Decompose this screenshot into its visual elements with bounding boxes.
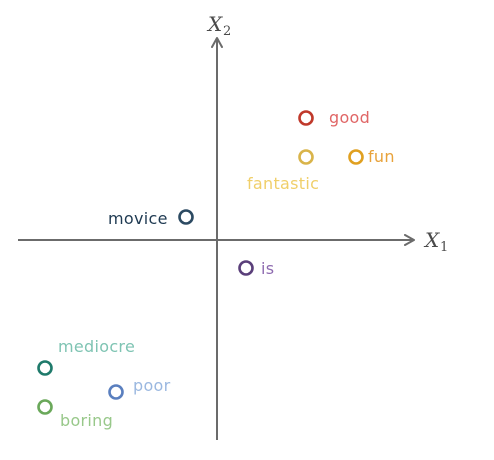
y-axis-label: X 2	[206, 12, 231, 39]
word-label-is: is	[261, 259, 274, 278]
word-point-poor: poor	[108, 376, 171, 400]
word-label-boring: boring	[60, 411, 113, 430]
point-marker-boring	[37, 399, 53, 415]
point-marker-poor	[108, 384, 124, 400]
point-marker-fantastic	[298, 149, 314, 165]
word-point-fantastic: fantastic	[247, 149, 319, 193]
x-axis-label-main: X	[423, 228, 440, 252]
word-point-is: is	[238, 259, 274, 278]
word-label-fun: fun	[368, 147, 395, 166]
word-point-mediocre: mediocre	[37, 337, 135, 376]
word-point-boring: boring	[37, 399, 113, 430]
word-label-mediocre: mediocre	[58, 337, 135, 356]
word-label-good: good	[329, 108, 370, 127]
point-marker-is	[238, 260, 254, 276]
word-point-fun: fun	[348, 147, 395, 166]
point-marker-movice	[178, 209, 194, 225]
y-axis-label-main: X	[206, 12, 223, 36]
word-point-good: good	[298, 108, 370, 127]
word-label-fantastic: fantastic	[247, 174, 319, 193]
x-axis-label: X 1	[423, 228, 448, 255]
point-marker-fun	[348, 149, 364, 165]
word-label-poor: poor	[133, 376, 171, 395]
y-axis-label-subscript: 2	[223, 24, 231, 39]
point-marker-mediocre	[37, 360, 53, 376]
point-marker-good	[298, 110, 314, 126]
word-label-movice: movice	[108, 209, 168, 228]
word-point-movice: movice	[108, 209, 194, 228]
x-axis-label-subscript: 1	[440, 240, 448, 255]
